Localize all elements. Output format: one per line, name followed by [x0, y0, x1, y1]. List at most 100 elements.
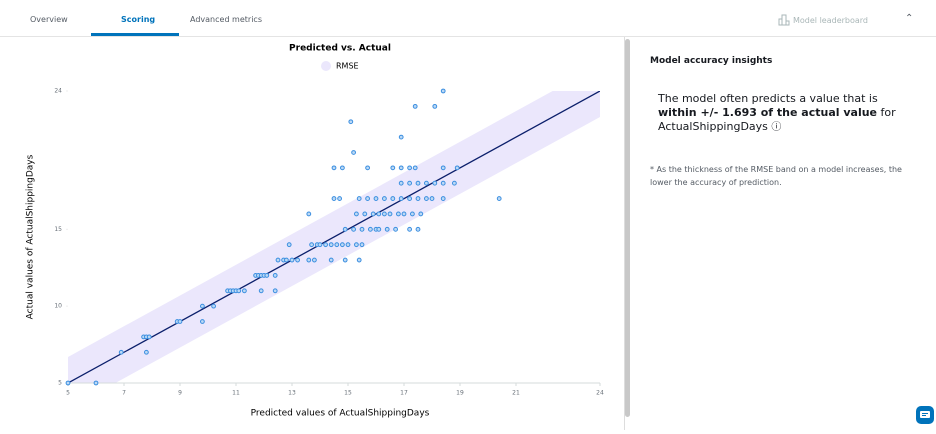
scrollbar[interactable] — [625, 39, 630, 417]
point — [373, 196, 379, 201]
x-axis-label: Predicted values of ActualShippingDays — [251, 409, 430, 419]
point — [342, 226, 348, 232]
y-tick-label: 10 — [54, 303, 62, 310]
point — [354, 242, 359, 248]
point — [368, 226, 373, 232]
y-tick-label: 15 — [54, 226, 62, 233]
footnote: * As the thickness of the RMSE band on a… — [650, 165, 902, 187]
point — [348, 119, 354, 125]
point — [354, 211, 359, 217]
point — [295, 257, 301, 263]
point — [370, 211, 376, 217]
point — [317, 242, 323, 248]
point — [144, 349, 149, 355]
point — [390, 196, 396, 201]
rmse-value: 1.693 — [722, 106, 757, 119]
text: of the actual value — [760, 106, 878, 119]
x-tick-label: 21 — [512, 390, 520, 397]
point — [340, 242, 345, 248]
point — [334, 242, 340, 248]
point — [415, 226, 421, 232]
point — [272, 273, 278, 278]
point — [424, 196, 429, 201]
collapse-button[interactable]: ⌃ — [905, 13, 914, 24]
point — [331, 196, 337, 201]
tab[interactable]: Scoring — [121, 15, 156, 24]
point — [359, 242, 365, 248]
y-tick-label: 24 — [54, 88, 62, 95]
point — [242, 288, 247, 294]
leaderboard-link[interactable]: Model leaderboard — [793, 16, 868, 25]
point — [365, 196, 371, 201]
point — [312, 257, 317, 263]
point — [323, 242, 329, 248]
point — [286, 242, 292, 248]
point — [328, 257, 334, 263]
point — [452, 180, 457, 186]
point — [211, 303, 217, 309]
point — [118, 349, 124, 355]
point — [365, 165, 371, 171]
point — [376, 211, 382, 217]
point — [384, 226, 390, 232]
point — [359, 226, 365, 232]
point — [398, 196, 404, 201]
chart-panel: Predicted vs. Actual RMSE Predicted valu… — [0, 37, 625, 430]
point — [440, 88, 446, 94]
leaderboard-icon — [778, 14, 790, 26]
point — [454, 165, 460, 171]
active-tab-indicator — [91, 33, 179, 36]
point — [264, 273, 270, 278]
tab[interactable]: Overview — [30, 15, 68, 24]
point — [410, 211, 415, 217]
point — [424, 180, 429, 186]
text: within +/- — [658, 106, 719, 119]
point — [398, 180, 404, 186]
point — [342, 257, 348, 263]
point — [356, 196, 362, 201]
point — [236, 288, 242, 294]
point — [351, 150, 357, 155]
chart-title: Predicted vs. Actual — [289, 44, 391, 54]
point — [328, 242, 334, 248]
point — [306, 211, 312, 217]
point — [429, 196, 435, 201]
legend-swatch — [321, 61, 331, 71]
point — [177, 319, 183, 324]
x-tick-label: 5 — [66, 390, 70, 397]
point — [407, 196, 413, 201]
plot-area — [68, 91, 600, 383]
point — [284, 257, 289, 263]
info-icon[interactable]: ⓘ — [771, 122, 782, 133]
point — [309, 242, 315, 248]
chat-button[interactable] — [916, 406, 934, 424]
legend-label: RMSE — [336, 62, 359, 71]
point — [440, 196, 446, 201]
point — [390, 165, 396, 171]
point — [382, 211, 387, 217]
point — [432, 103, 438, 109]
insights-panel: Model accuracy insights The model often … — [650, 56, 910, 189]
point — [407, 165, 413, 171]
x-tick-label: 17 — [400, 390, 408, 397]
x-tick-label: 9 — [178, 390, 182, 397]
x-tick-label: 7 — [122, 390, 126, 397]
point — [93, 380, 99, 386]
point — [200, 303, 205, 309]
point — [418, 211, 424, 217]
point — [200, 319, 205, 324]
text: The model often predicts a value that is — [658, 92, 878, 105]
point — [412, 165, 418, 171]
point — [376, 226, 382, 232]
tab[interactable]: Advanced metrics — [190, 15, 262, 24]
point — [382, 196, 387, 201]
x-tick-label: 15 — [344, 390, 352, 397]
x-tick-label: 19 — [456, 390, 464, 397]
point — [351, 226, 357, 232]
point — [440, 180, 446, 186]
insights-title: Model accuracy insights — [650, 56, 773, 66]
point — [407, 180, 413, 186]
chart: Predicted vs. Actual RMSE Predicted valu… — [26, 44, 604, 419]
point — [289, 257, 295, 263]
point — [398, 165, 404, 171]
